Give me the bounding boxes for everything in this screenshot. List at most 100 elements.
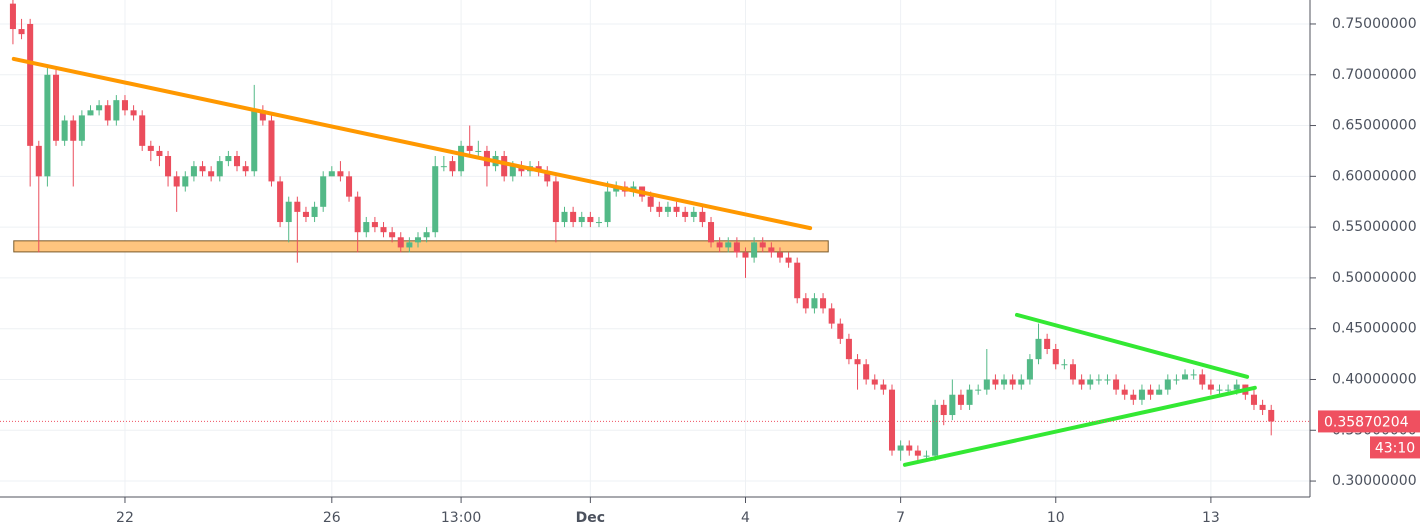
candle-body bbox=[983, 379, 990, 390]
y-tick-label: 0.40000000 bbox=[1332, 371, 1417, 387]
candle-body bbox=[544, 171, 551, 182]
candle-body bbox=[733, 242, 740, 253]
candle-body bbox=[716, 242, 723, 248]
candle-body bbox=[949, 394, 956, 416]
candle-body bbox=[1009, 379, 1016, 385]
candle-body bbox=[346, 176, 353, 197]
y-tick-label: 0.65000000 bbox=[1332, 118, 1417, 134]
candle-body bbox=[406, 242, 413, 248]
candle-body bbox=[173, 176, 180, 187]
candle-body bbox=[27, 23, 34, 146]
candle-body bbox=[1164, 379, 1171, 390]
candle-body bbox=[35, 145, 42, 177]
candle-body bbox=[380, 227, 387, 233]
candle-body bbox=[1061, 364, 1068, 366]
candle-body bbox=[1259, 404, 1266, 410]
candle-body bbox=[389, 232, 396, 238]
candle-body bbox=[595, 222, 602, 224]
candle-body bbox=[587, 216, 594, 223]
x-tick-label: 4 bbox=[741, 510, 750, 526]
candle-body bbox=[458, 145, 465, 172]
trendline bbox=[1014, 312, 1250, 379]
candle-body bbox=[78, 115, 85, 141]
candle-body bbox=[923, 455, 930, 457]
candle-body bbox=[96, 105, 103, 111]
candle-body bbox=[449, 161, 456, 172]
candle-body bbox=[242, 166, 249, 172]
candle-body bbox=[897, 445, 904, 451]
candle-body bbox=[776, 252, 783, 258]
candle-body bbox=[320, 176, 327, 207]
candle-body bbox=[18, 29, 25, 35]
candle-body bbox=[682, 211, 689, 217]
x-tick-label: Dec bbox=[576, 510, 605, 526]
candle-body bbox=[432, 166, 439, 233]
candle-body bbox=[139, 115, 146, 146]
candle-body bbox=[906, 445, 913, 451]
axes: 0.300000000.350000000.400000000.45000000… bbox=[116, 16, 1420, 526]
x-tick-label: 22 bbox=[116, 510, 134, 526]
candle-body bbox=[888, 389, 896, 451]
candle-body bbox=[1207, 384, 1214, 390]
candle-body bbox=[311, 206, 318, 217]
countdown-label: 43:10 bbox=[1375, 440, 1415, 456]
candle-body bbox=[871, 379, 878, 385]
candle-body bbox=[992, 379, 999, 385]
candle-body bbox=[570, 211, 577, 223]
candle-body bbox=[225, 156, 232, 162]
candle-body bbox=[216, 161, 223, 177]
candle-body bbox=[759, 242, 766, 248]
x-tick-label: 10 bbox=[1047, 510, 1065, 526]
candle-body bbox=[828, 308, 835, 324]
countdown-box bbox=[1370, 436, 1420, 459]
candle-body bbox=[182, 176, 189, 187]
y-tick-label: 0.75000000 bbox=[1332, 16, 1417, 32]
candle-body bbox=[578, 216, 585, 223]
trendline bbox=[902, 385, 1257, 467]
candle-body bbox=[1035, 338, 1042, 360]
trendline bbox=[11, 56, 813, 231]
candle-body bbox=[880, 384, 887, 390]
candle-body bbox=[966, 389, 973, 405]
candle-body bbox=[1173, 379, 1180, 381]
candle-body bbox=[328, 171, 335, 177]
candle-body bbox=[294, 201, 301, 212]
candle-body bbox=[794, 262, 801, 299]
candle-body bbox=[1001, 379, 1008, 385]
candle-body bbox=[1087, 379, 1094, 385]
candle-body bbox=[208, 171, 215, 177]
candle-body bbox=[1233, 384, 1240, 390]
candle-body bbox=[699, 211, 706, 223]
candle-body bbox=[44, 74, 51, 177]
candle-body bbox=[251, 110, 258, 172]
candle-body bbox=[87, 110, 94, 116]
candle-body bbox=[708, 222, 715, 243]
candle-body bbox=[1182, 374, 1189, 380]
candle-body bbox=[1018, 379, 1025, 385]
candle-body bbox=[647, 196, 654, 207]
plot-area bbox=[0, 0, 1310, 467]
candle-body bbox=[371, 222, 378, 228]
candle-body bbox=[130, 110, 137, 116]
candle-body bbox=[61, 120, 68, 141]
candle-body bbox=[854, 359, 861, 365]
candle-body bbox=[957, 394, 964, 405]
candle-body bbox=[363, 222, 370, 233]
candle-body bbox=[1044, 338, 1051, 350]
candle-body bbox=[863, 364, 870, 380]
candle-body bbox=[423, 232, 430, 238]
candle-body bbox=[1199, 374, 1206, 385]
candle-body bbox=[440, 166, 447, 168]
y-tick-label: 0.30000000 bbox=[1332, 473, 1417, 489]
y-tick-label: 0.55000000 bbox=[1332, 219, 1417, 235]
candle-body bbox=[751, 242, 758, 258]
candle-body bbox=[768, 247, 775, 253]
candle-body bbox=[1216, 389, 1223, 391]
candle-body bbox=[268, 120, 275, 182]
candle-body bbox=[604, 191, 611, 223]
candle-body bbox=[156, 150, 163, 157]
candle-body bbox=[70, 120, 77, 141]
candle-body bbox=[1113, 379, 1120, 390]
candle-body bbox=[1138, 389, 1145, 400]
